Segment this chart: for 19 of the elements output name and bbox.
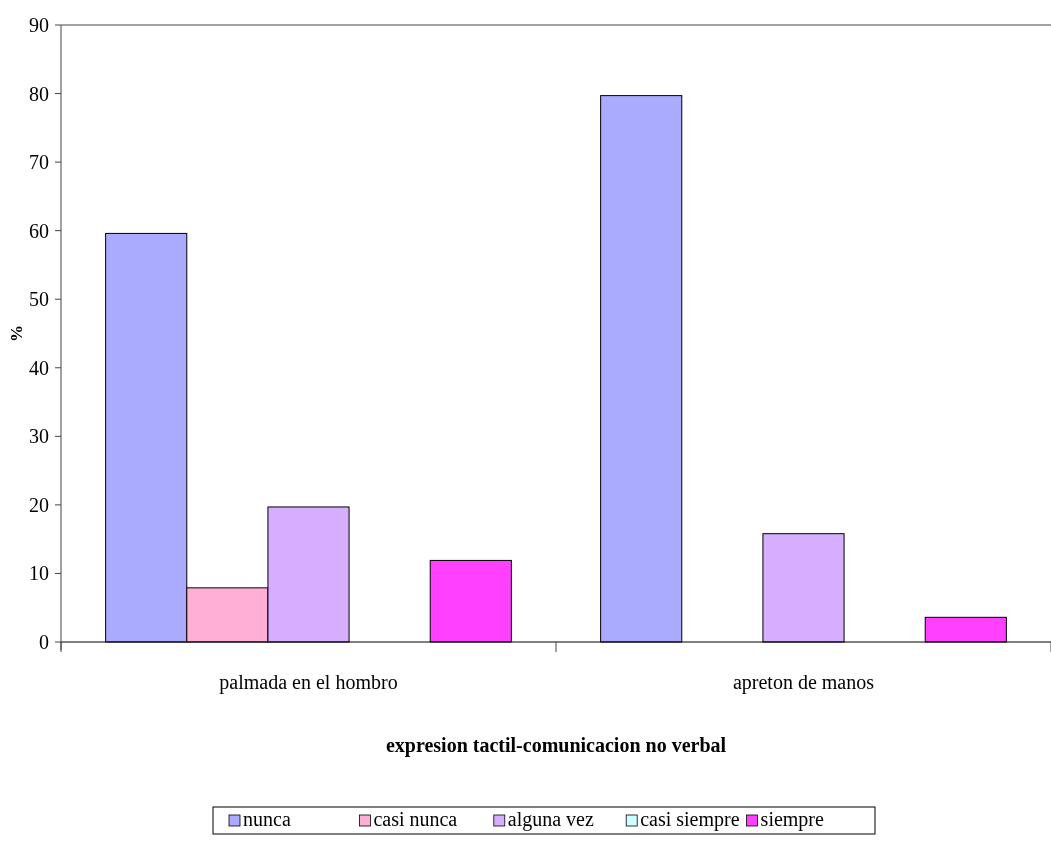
y-tick-label: 60 <box>29 219 49 242</box>
legend-label: nunca <box>243 808 291 830</box>
legend-label: casi nunca <box>373 808 458 830</box>
y-tick-label: 0 <box>39 631 49 653</box>
legend-label: alguna vez <box>507 808 594 831</box>
y-tick-label: 80 <box>29 82 49 105</box>
y-tick-label: 20 <box>29 493 49 516</box>
legend-label: casi siempre <box>640 808 740 831</box>
y-tick-label: 10 <box>29 562 49 585</box>
y-tick-label: 50 <box>29 288 49 311</box>
legend-label: siempre <box>760 808 825 831</box>
y-tick-label: 30 <box>29 425 49 448</box>
y-tick-label: 40 <box>29 356 49 379</box>
x-axis-title: expresion tactil-comunicacion no verbal <box>385 734 727 757</box>
y-tick-label: 70 <box>29 151 49 174</box>
y-tick-label: 90 <box>29 14 49 36</box>
x-tick-label: palmada en el hombro <box>219 671 398 694</box>
y-axis-title: % <box>7 325 26 342</box>
x-tick-label: apreton de manos <box>732 671 875 694</box>
